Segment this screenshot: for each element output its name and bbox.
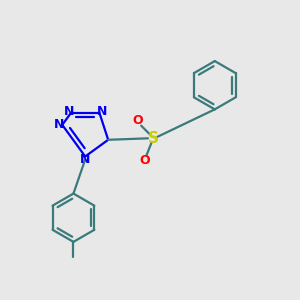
Text: N: N xyxy=(80,153,90,166)
Text: O: O xyxy=(132,114,143,127)
Text: S: S xyxy=(148,131,159,146)
Text: N: N xyxy=(97,105,107,118)
Text: N: N xyxy=(53,118,64,131)
Text: O: O xyxy=(140,154,150,167)
Text: N: N xyxy=(64,105,74,118)
